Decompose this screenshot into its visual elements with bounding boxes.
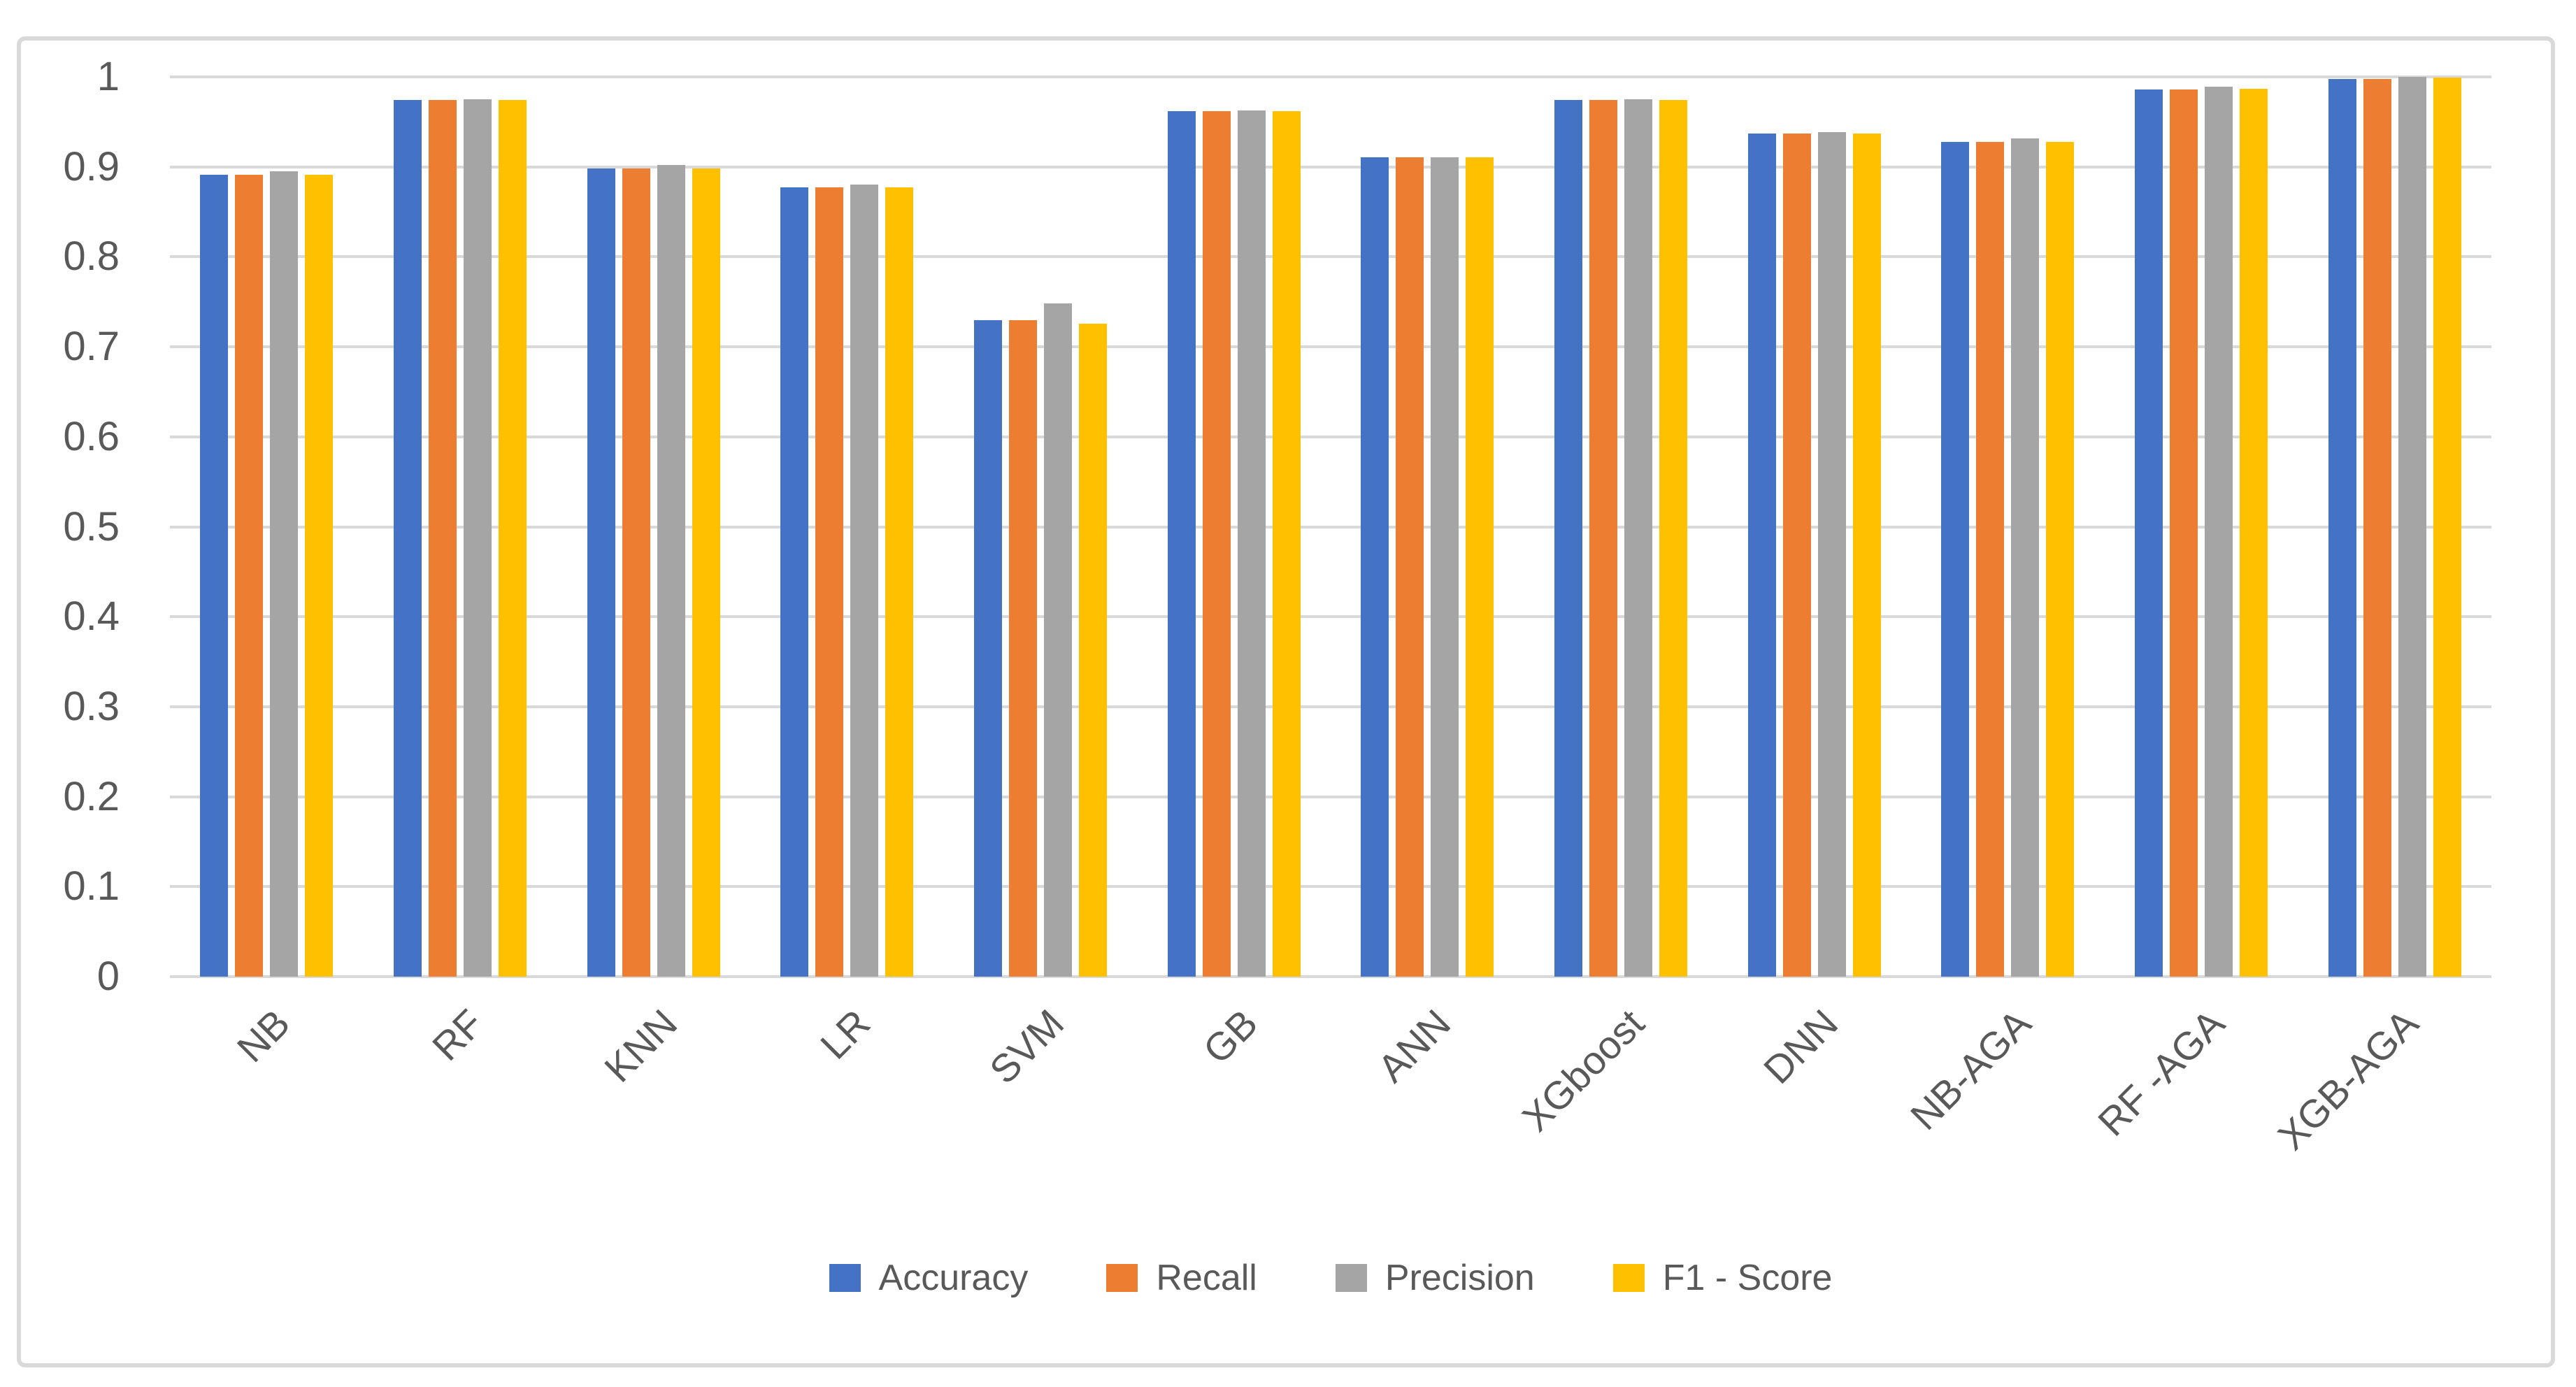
bar-group [170, 77, 364, 977]
legend-swatch-f1-score [1612, 1264, 1645, 1292]
gridline [170, 76, 2491, 78]
y-tick-label: 0.1 [63, 863, 120, 910]
bar-precision [1817, 131, 1846, 977]
y-tick-label: 0.7 [63, 324, 120, 370]
legend: Accuracy Recall Precision F1 - Score [170, 1257, 2491, 1299]
legend-label: Recall [1156, 1258, 1257, 1298]
legend-swatch-recall [1106, 1264, 1138, 1292]
bar-accuracy [587, 168, 615, 977]
bar-group [2298, 77, 2491, 977]
bar-f1-score [1659, 100, 1688, 977]
gridline [170, 795, 2491, 798]
bar-precision [2398, 77, 2426, 977]
gridline [170, 615, 2491, 619]
legend-item-accuracy: Accuracy [829, 1257, 1029, 1299]
bar-accuracy [1361, 157, 1389, 977]
bar-group [1524, 77, 1718, 977]
bar-f1-score [499, 100, 527, 977]
y-tick-label: 0.5 [63, 503, 120, 549]
bar-accuracy [780, 187, 809, 977]
bar-group [944, 77, 1138, 977]
y-tick-label: 0.9 [63, 143, 120, 189]
bar-f1-score [2046, 141, 2075, 977]
bar-recall [1782, 134, 1811, 977]
bar-f1-score [885, 187, 914, 977]
bar-accuracy [1167, 110, 1196, 977]
legend-swatch-accuracy [829, 1264, 861, 1292]
bar-precision [464, 99, 492, 977]
bar-recall [622, 168, 650, 977]
gridline [170, 165, 2491, 168]
y-tick-label: 0.3 [63, 683, 120, 729]
bar-group [364, 77, 557, 977]
bar-group [1137, 77, 1331, 977]
plot-area: 0 0.1 0.2 0.3 0.4 0.5 0.6 0.7 0.8 0.9 1 NB RF KNN LR S… [63, 57, 2491, 1158]
bar-f1-score [692, 168, 720, 977]
bar-groups [170, 77, 2491, 977]
legend-swatch-precision [1335, 1264, 1367, 1292]
y-tick-label: 0.4 [63, 594, 120, 640]
bar-accuracy [974, 319, 1003, 977]
gridline [170, 975, 2491, 978]
y-tick-label: 0.2 [63, 773, 120, 819]
bar-accuracy [2135, 89, 2163, 977]
gridline [170, 255, 2491, 259]
bar-recall [1009, 319, 1038, 977]
legend-item-f1-score: F1 - Score [1612, 1257, 1833, 1299]
bar-precision [850, 185, 879, 977]
gridline [170, 705, 2491, 708]
bar-group [2105, 77, 2298, 977]
legend-label: Precision [1384, 1258, 1535, 1298]
bar-f1-score [2240, 88, 2268, 977]
bar-accuracy [394, 100, 422, 977]
bar-f1-score [1466, 157, 1494, 977]
bar-precision [1431, 157, 1459, 977]
gridline [170, 525, 2491, 529]
bar-f1-score [1852, 134, 1881, 977]
bar-recall [235, 175, 264, 977]
bar-group [1331, 77, 1524, 977]
bar-precision [1044, 303, 1073, 977]
legend-label: F1 - Score [1662, 1258, 1833, 1298]
bar-recall [815, 187, 844, 977]
bar-precision [657, 165, 685, 977]
bar-f1-score [1079, 323, 1108, 977]
bar-accuracy [200, 175, 229, 977]
bar-group [1911, 77, 2105, 977]
bar-recall [429, 100, 457, 977]
bar-recall [1976, 141, 2005, 977]
gridline [170, 345, 2491, 349]
bar-precision [270, 171, 299, 977]
y-tick-label: 1 [96, 54, 120, 99]
bar-f1-score [2433, 78, 2461, 977]
bar-accuracy [1554, 100, 1583, 977]
bar-precision [1237, 110, 1266, 977]
bar-f1-score [305, 175, 334, 977]
bar-precision [2011, 138, 2040, 977]
bar-recall [1202, 110, 1231, 977]
bar-recall [1589, 100, 1618, 977]
legend-item-recall: Recall [1106, 1257, 1257, 1299]
y-tick-label: 0 [96, 954, 120, 999]
bar-group [557, 77, 750, 977]
bar-accuracy [1747, 134, 1776, 977]
bar-recall [1396, 157, 1424, 977]
bar-accuracy [2328, 78, 2356, 977]
legend-label: Accuracy [878, 1258, 1029, 1298]
bar-recall [2170, 89, 2198, 977]
bar-precision [1624, 99, 1653, 977]
bar-recall [2363, 78, 2391, 977]
gridline [170, 885, 2491, 889]
bar-precision [2205, 87, 2233, 977]
bar-accuracy [1941, 141, 1970, 977]
bar-group [750, 77, 944, 977]
gridline [170, 435, 2491, 438]
y-tick-label: 0.8 [63, 233, 120, 280]
bar-group [1717, 77, 1911, 977]
bar-f1-score [1272, 110, 1301, 977]
legend-item-precision: Precision [1335, 1257, 1535, 1299]
y-tick-label: 0.6 [63, 413, 120, 459]
